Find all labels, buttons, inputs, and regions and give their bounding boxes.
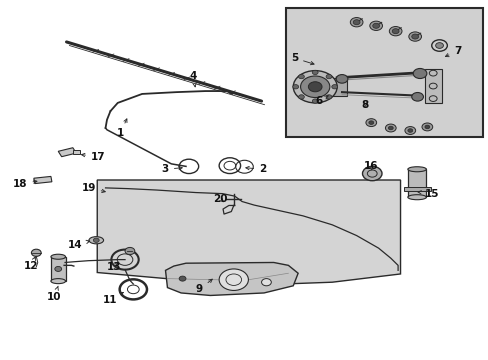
Circle shape: [391, 29, 398, 34]
Ellipse shape: [51, 279, 65, 284]
Text: 15: 15: [417, 189, 439, 199]
Circle shape: [261, 279, 271, 286]
Circle shape: [335, 75, 347, 83]
Ellipse shape: [407, 167, 426, 172]
Circle shape: [404, 127, 415, 134]
Text: 10: 10: [47, 286, 61, 302]
Polygon shape: [34, 176, 52, 184]
Circle shape: [308, 82, 322, 92]
Bar: [51, 257, 65, 281]
Bar: [285, 8, 483, 137]
Ellipse shape: [407, 195, 426, 200]
Circle shape: [331, 85, 337, 89]
Circle shape: [421, 123, 432, 131]
Circle shape: [435, 42, 443, 48]
Text: 7: 7: [445, 46, 461, 57]
Circle shape: [300, 76, 329, 98]
Circle shape: [179, 276, 185, 281]
Text: 18: 18: [13, 179, 37, 189]
Circle shape: [365, 119, 376, 127]
Circle shape: [424, 125, 429, 129]
Circle shape: [352, 20, 359, 25]
Circle shape: [125, 247, 135, 255]
Circle shape: [312, 99, 318, 103]
Circle shape: [362, 166, 381, 181]
Text: 16: 16: [363, 161, 378, 171]
Circle shape: [407, 129, 412, 132]
Circle shape: [388, 27, 401, 36]
Text: 3: 3: [162, 164, 182, 174]
Bar: [73, 150, 80, 154]
Text: 17: 17: [81, 152, 105, 162]
Circle shape: [31, 249, 41, 256]
Text: 13: 13: [106, 262, 121, 272]
Circle shape: [312, 70, 318, 75]
Text: 11: 11: [103, 292, 123, 305]
Circle shape: [298, 75, 304, 79]
Text: 8: 8: [361, 100, 368, 110]
Circle shape: [385, 124, 395, 132]
Text: 1: 1: [116, 119, 127, 138]
Bar: [307, 78, 346, 96]
Text: 19: 19: [81, 183, 105, 193]
Circle shape: [411, 93, 423, 101]
Text: 14: 14: [68, 239, 89, 249]
Ellipse shape: [89, 237, 103, 244]
Circle shape: [349, 18, 362, 27]
Circle shape: [219, 269, 248, 291]
Circle shape: [372, 23, 379, 28]
Ellipse shape: [51, 254, 65, 259]
Circle shape: [411, 34, 418, 39]
Bar: [404, 187, 430, 192]
Bar: [407, 169, 426, 197]
Circle shape: [93, 238, 99, 242]
Circle shape: [368, 121, 373, 125]
Circle shape: [298, 95, 304, 99]
Polygon shape: [58, 148, 76, 157]
Text: 12: 12: [23, 257, 38, 271]
Text: 20: 20: [212, 194, 227, 204]
Text: 6: 6: [315, 96, 327, 106]
Circle shape: [293, 71, 336, 103]
Circle shape: [387, 126, 392, 130]
Polygon shape: [165, 262, 298, 296]
Circle shape: [408, 32, 421, 41]
Bar: [424, 69, 441, 103]
Circle shape: [369, 21, 382, 31]
Text: 9: 9: [196, 279, 212, 294]
Circle shape: [325, 95, 331, 99]
Circle shape: [325, 75, 331, 79]
Text: 2: 2: [245, 164, 266, 174]
Text: 4: 4: [189, 71, 197, 87]
Text: 5: 5: [290, 53, 313, 65]
Circle shape: [412, 68, 426, 78]
Polygon shape: [97, 180, 400, 284]
Circle shape: [292, 85, 298, 89]
Circle shape: [55, 266, 61, 271]
